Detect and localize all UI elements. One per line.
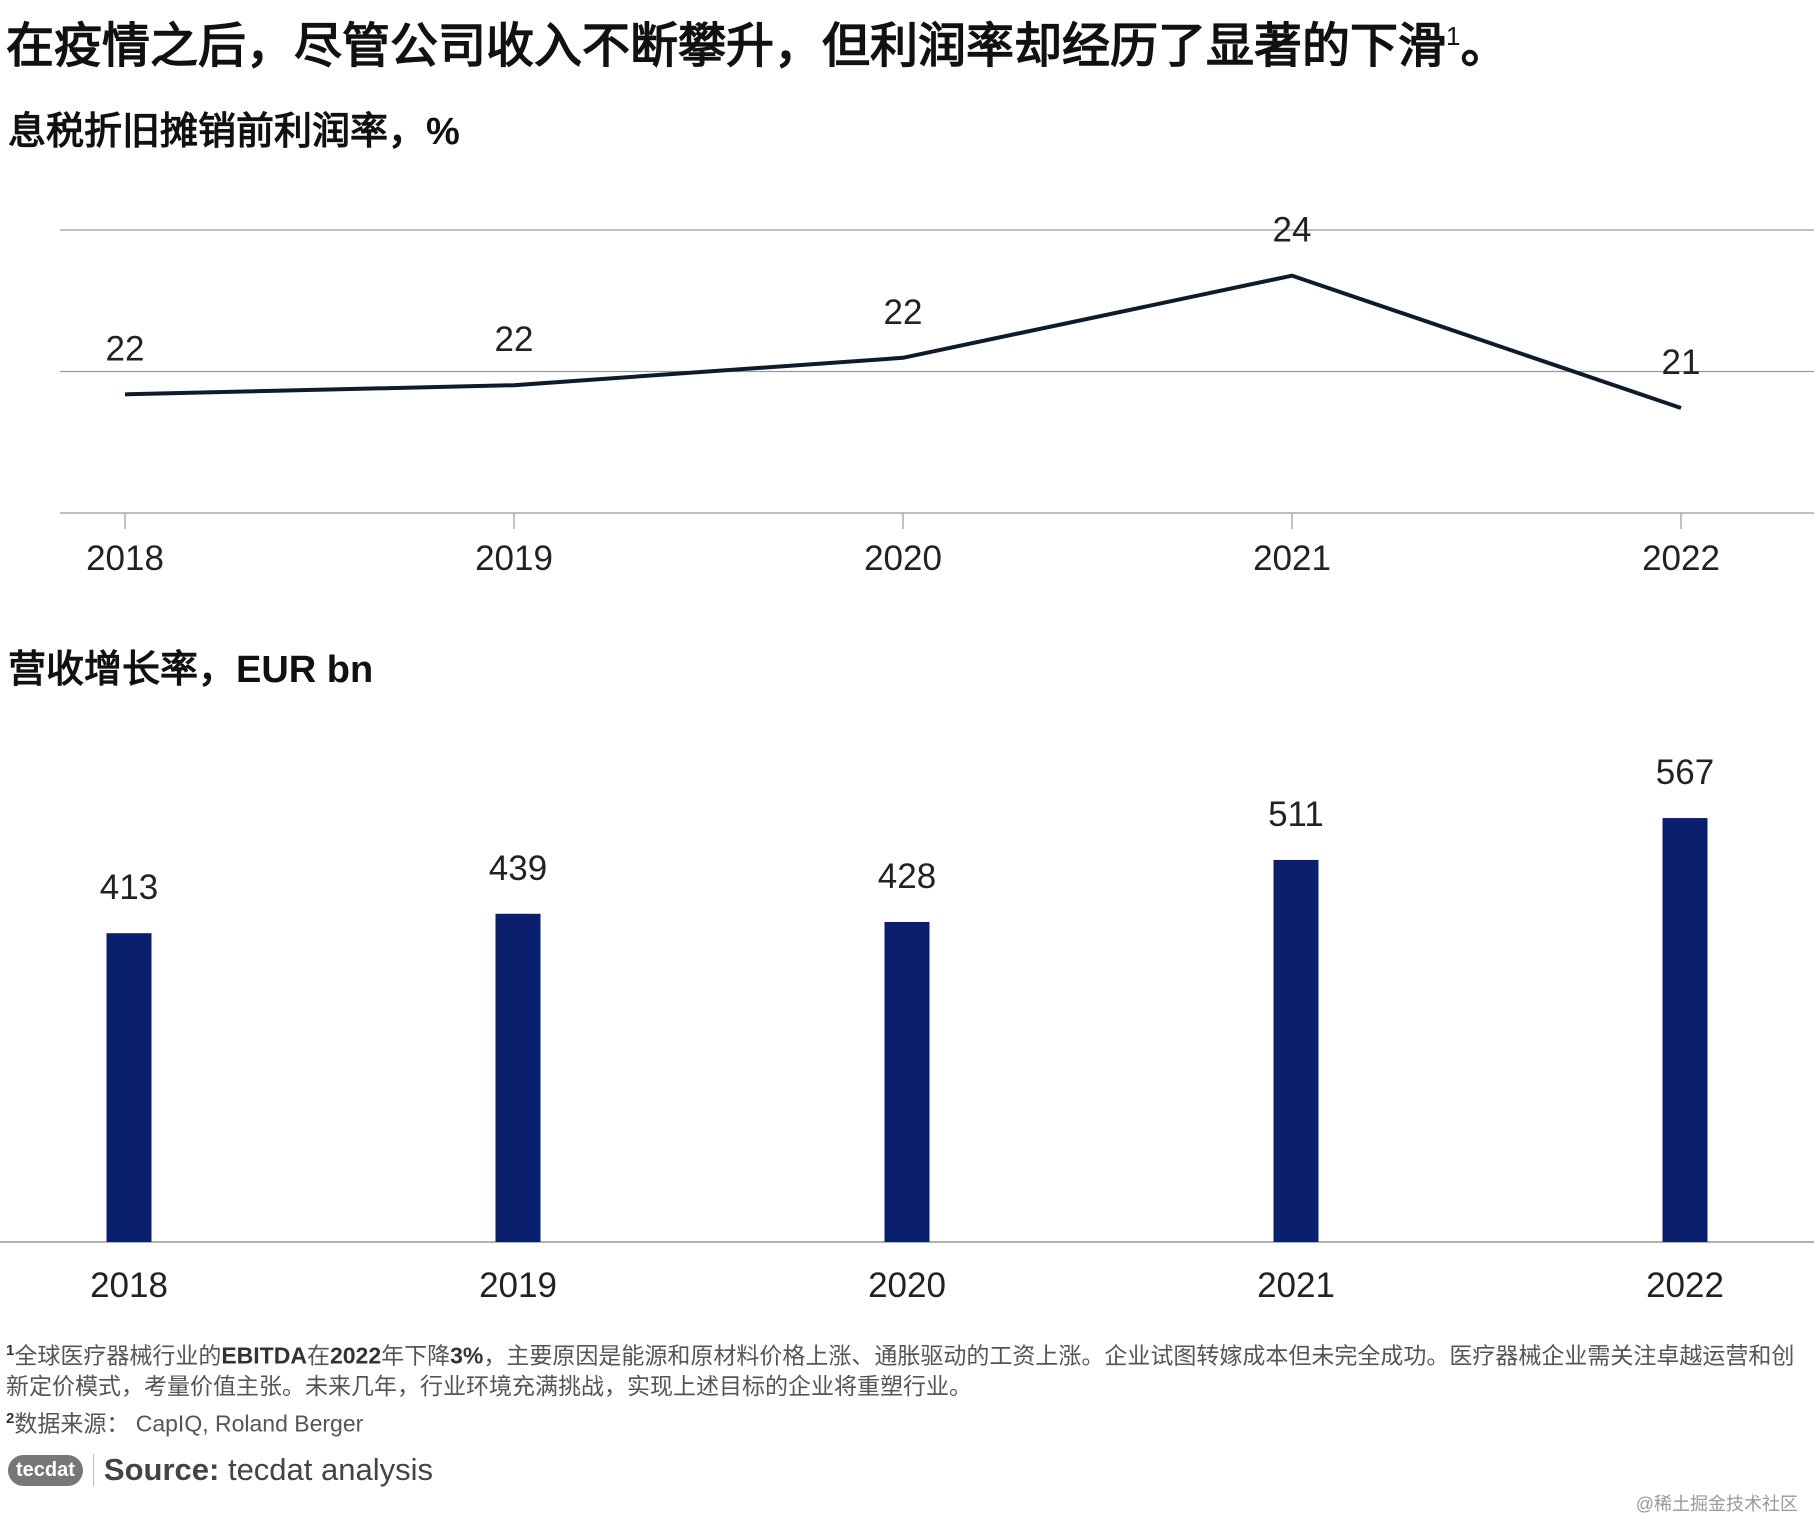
- footnote-text: 在: [306, 1342, 330, 1369]
- logo: tecdat: [8, 1454, 83, 1486]
- data-label: 22: [106, 329, 145, 368]
- x-tick-label: 2021: [1257, 1266, 1335, 1305]
- footnote: 1全球医疗器械行业的EBITDA在2022年下降3%，主要原因是能源和原材料价格…: [6, 1336, 1806, 1401]
- title-text: 在疫情之后，尽管公司收入不断攀升，但利润率却经历了显著的下滑: [6, 20, 1447, 73]
- bar: [1273, 859, 1319, 1242]
- bar-chart-title: 营收增长率，EUR bn: [8, 649, 374, 691]
- x-tick-label: 2022: [1642, 539, 1720, 578]
- source: tecdat Source: tecdat analysis: [8, 1452, 433, 1488]
- data-label: 439: [489, 849, 547, 888]
- footnote-text: 年下降: [381, 1342, 451, 1369]
- footnote-text: 全球医疗器械行业的: [14, 1342, 222, 1369]
- bar: [106, 933, 152, 1242]
- data-label: 24: [1273, 211, 1312, 250]
- source-text: tecdat analysis: [227, 1452, 434, 1487]
- x-tick-label: 2019: [479, 1266, 557, 1305]
- footnote: 2数据来源： CapIQ, Roland Berger: [6, 1404, 1806, 1439]
- footnote-text: EBITDA: [221, 1342, 307, 1369]
- x-tick-label: 2020: [864, 539, 942, 578]
- title-end: 。: [1460, 20, 1509, 73]
- data-label: 22: [495, 320, 534, 359]
- charts: 2018 22 2019 22 2020 22 2021 24 2022 21 413 2018 439…: [0, 211, 1814, 1305]
- bar: [1662, 818, 1708, 1242]
- divider: [92, 1454, 94, 1486]
- bar: [884, 921, 930, 1242]
- data-label: 413: [100, 868, 158, 907]
- title-footnote-ref: 1: [1446, 21, 1461, 51]
- footnote-text: 3%: [450, 1342, 484, 1369]
- line-chart-title: 息税折旧摊销前利润率，%: [8, 111, 460, 153]
- line: [124, 273, 1682, 410]
- page-title: 在疫情之后，尽管公司收入不断攀升，但利润率却经历了显著的下滑1。: [6, 6, 1509, 76]
- x-tick-label: 2020: [868, 1266, 946, 1305]
- x-tick-label: 2022: [1646, 1266, 1724, 1305]
- x-tick-label: 2019: [475, 539, 553, 578]
- data-label: 21: [1662, 343, 1701, 382]
- bar: [495, 913, 541, 1242]
- data-label: 22: [884, 293, 923, 332]
- data-label: 567: [1656, 753, 1714, 792]
- x-tick-label: 2018: [90, 1266, 168, 1305]
- footnote-text: ，主要原因是能源和原材料价格上涨、通胀驱动的工资上涨。企业试图转嫁成本但未完全成…: [6, 1342, 1795, 1399]
- watermark: @稀土掘金技术社区: [1635, 1494, 1798, 1514]
- x-tick-label: 2021: [1253, 539, 1331, 578]
- data-label: 511: [1268, 795, 1324, 834]
- x-tick-label: 2018: [86, 539, 164, 578]
- footnote-marker: 2: [6, 1410, 15, 1427]
- footnote-marker: 1: [6, 1342, 15, 1359]
- data-label: 428: [878, 857, 936, 896]
- footnote-text: 数据来源： CapIQ, Roland Berger: [14, 1410, 364, 1437]
- footnote-text: 2022: [329, 1342, 382, 1369]
- source-label: Source:: [103, 1452, 220, 1487]
